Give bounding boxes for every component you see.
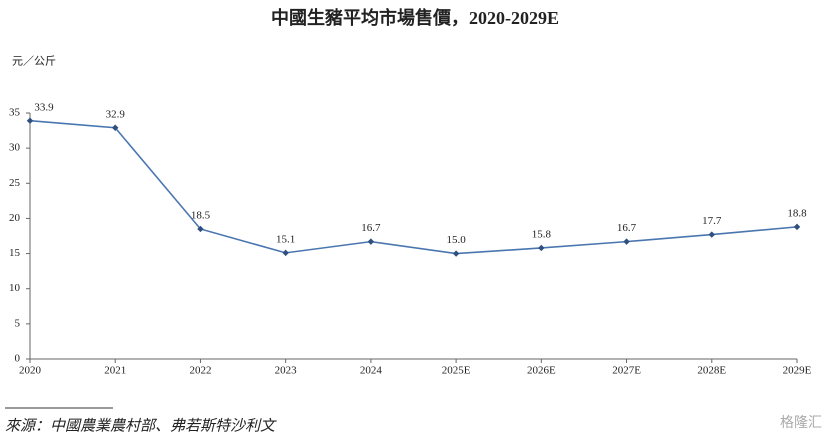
data-label: 15.1 <box>276 233 295 245</box>
y-tick-label: 30 <box>9 142 21 154</box>
data-label: 15.8 <box>532 228 552 240</box>
data-label: 33.9 <box>34 101 54 113</box>
point <box>452 250 460 257</box>
x-tick-label: 2022 <box>189 365 211 377</box>
x-tick-label: 2028E <box>697 365 726 377</box>
point <box>793 223 801 231</box>
y-tick-label: 25 <box>9 177 21 189</box>
y-tick-label: 35 <box>9 107 21 119</box>
x-tick-label: 2023 <box>275 365 298 377</box>
data-label: 17.7 <box>702 215 722 227</box>
x-tick-label: 2029E <box>783 365 812 377</box>
line <box>29 119 798 255</box>
source: 來源：中國農業農村部、弗若斯特沙利文 <box>5 417 277 434</box>
point <box>623 238 630 245</box>
point <box>112 124 119 131</box>
point <box>538 244 545 252</box>
y-tick-label: 0 <box>15 353 21 365</box>
x-tick-label: 2025E <box>442 365 471 377</box>
point <box>26 117 34 124</box>
x-tick-label: 2020 <box>19 365 42 377</box>
point <box>282 249 289 257</box>
x-tick-label: 2024 <box>360 365 383 377</box>
watermark: 格隆汇 <box>780 415 822 431</box>
data-label: 18.8 <box>787 207 807 219</box>
y-tick-label: 15 <box>9 247 21 259</box>
y-axis-label: 元／公斤 <box>12 55 56 68</box>
data-label: 15.0 <box>446 234 466 246</box>
point <box>367 238 375 245</box>
data-label: 32.9 <box>106 108 126 120</box>
point <box>708 231 715 238</box>
data-label: 16.7 <box>617 222 637 234</box>
point <box>197 225 204 233</box>
x-tick-label: 2026E <box>527 365 556 377</box>
data-label: 18.5 <box>191 210 211 222</box>
y-tick-label: 20 <box>9 212 21 224</box>
y-tick-label: 5 <box>15 317 21 329</box>
chart-title: 中國生豬平均市場售價，2020-2029E <box>271 7 559 28</box>
x-tick-label: 2027E <box>612 365 641 377</box>
data-label: 16.7 <box>361 222 381 234</box>
x-tick-label: 2021 <box>104 365 126 377</box>
y-tick-label: 10 <box>9 282 21 294</box>
